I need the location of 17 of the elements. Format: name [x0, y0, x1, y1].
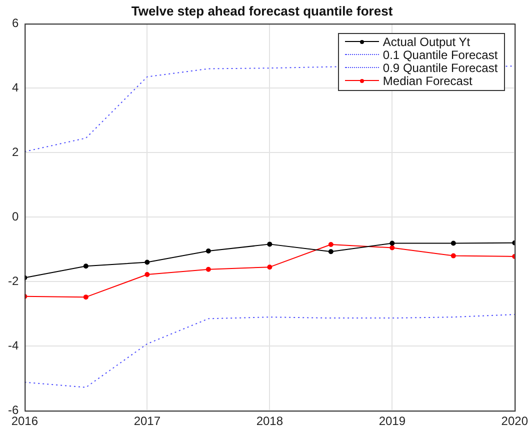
legend-label: 0.9 Quantile Forecast [382, 61, 498, 76]
y-tick-label: 4 [12, 80, 19, 94]
y-tick-label: -6 [8, 402, 19, 417]
x-tick-label: 2016 [11, 414, 38, 428]
y-tick-label: 0 [12, 209, 19, 224]
x-tick-label: 2020 [501, 414, 528, 428]
y-tick-label: -2 [8, 274, 19, 288]
legend-label: 0.1 Quantile Forecast [382, 48, 498, 62]
chart-title: Twelve step ahead forecast quantile forest [131, 3, 394, 18]
legend-label: Actual Output Yt [382, 35, 470, 50]
y-tick-label: 2 [12, 144, 19, 159]
legend-label: Median Forecast [382, 74, 472, 88]
y-tick-label: -4 [8, 338, 19, 352]
y-tick-label: 6 [12, 16, 19, 30]
x-tick-label: 2018 [256, 414, 284, 428]
x-tick-label: 2019 [378, 414, 406, 428]
x-tick-label: 2017 [134, 414, 161, 428]
